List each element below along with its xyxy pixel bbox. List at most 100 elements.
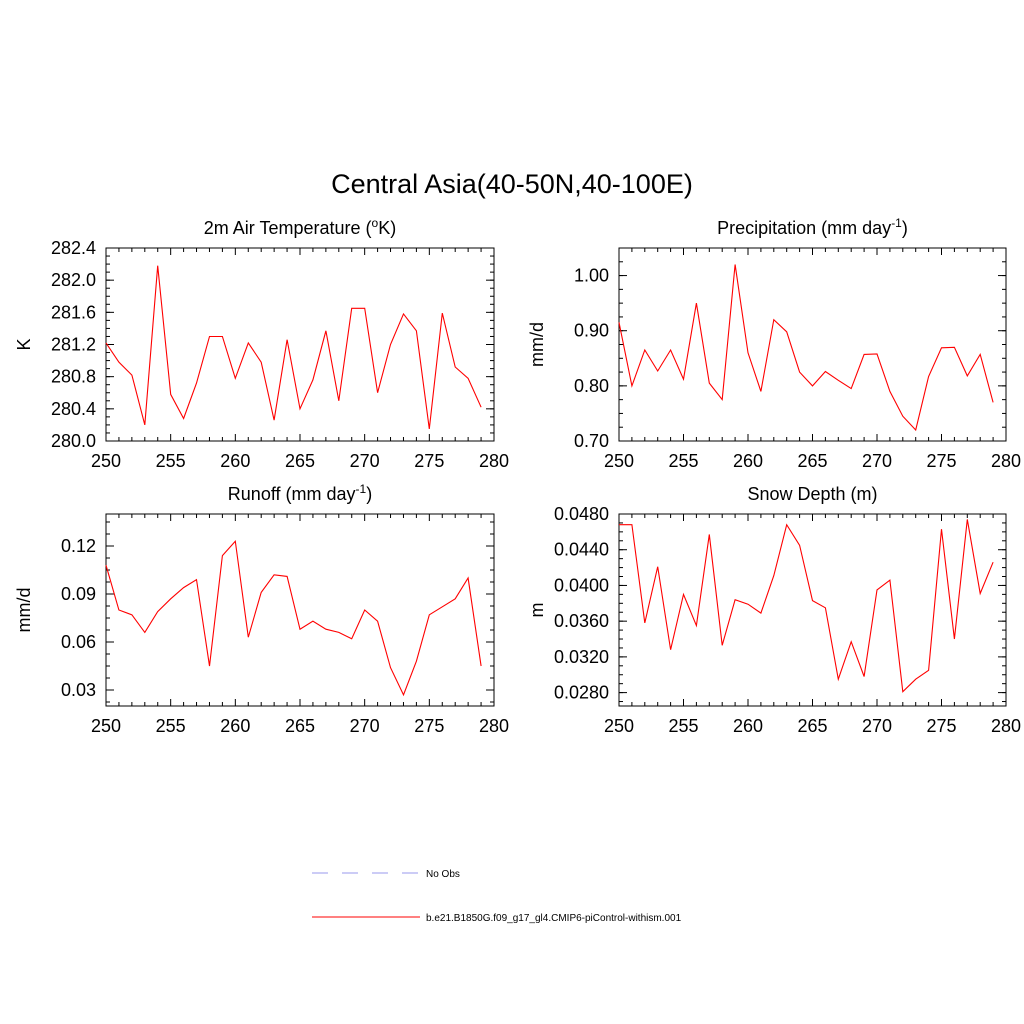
x-tick-label: 265 — [285, 451, 315, 471]
panels: 250 255 260 265 270 275 280 280.0 280.4 280.8 281.… — [14, 216, 1021, 736]
y-axis-label: K — [14, 338, 34, 350]
data-point — [144, 632, 145, 633]
y-tick-label: 0.03 — [61, 680, 96, 700]
legend-entry: b.e21.B1850G.f09_g17_gl4.CMIP6-piControl… — [312, 913, 682, 924]
y-tick-label: 0.0320 — [554, 647, 609, 667]
data-point — [325, 629, 326, 630]
data-point — [915, 679, 916, 680]
data-point — [735, 599, 736, 600]
data-point — [825, 607, 826, 608]
data-point — [274, 419, 275, 420]
panel-precipitation: 250 255 260 265 270 275 280 0.70 0.80 0.90 1.00 Pre… — [527, 216, 1021, 471]
legend: No Obs b.e21.B1850G.f09_g17_gl4.CMIP6-piC… — [312, 869, 682, 924]
panel-runoff: 250 255 260 265 270 275 280 0.03 0.06 0.09 0.12 Run… — [14, 482, 509, 736]
x-tick-label: 255 — [156, 716, 186, 736]
data-point — [657, 370, 658, 371]
y-tick-label: 281.6 — [51, 302, 96, 322]
x-tick-label: 275 — [926, 716, 956, 736]
data-point — [222, 555, 223, 556]
data-point — [644, 622, 645, 623]
data-point — [377, 621, 378, 622]
x-tick-label: 255 — [156, 451, 186, 471]
panel-snow-depth: 250 255 260 265 270 275 280 0.0280 0.0320 0.0360 0… — [527, 484, 1021, 736]
panel-title: Runoff (mm day-1) — [228, 482, 372, 504]
series-line — [105, 265, 482, 429]
y-tick-label: 281.2 — [51, 335, 96, 355]
data-point — [338, 400, 339, 401]
plot-frame — [618, 513, 1007, 707]
x-tick-label: 265 — [797, 451, 827, 471]
data-point — [118, 362, 119, 363]
data-point — [709, 534, 710, 535]
data-point — [105, 342, 106, 343]
panel-title-text: Runoff (mm day — [228, 484, 356, 504]
data-point — [915, 429, 916, 430]
data-point — [812, 385, 813, 386]
y-tick-label: 0.70 — [574, 431, 609, 451]
data-point — [131, 374, 132, 375]
x-tick-label: 255 — [668, 451, 698, 471]
y-tick-label: 282.4 — [51, 238, 96, 258]
data-point — [222, 336, 223, 337]
plot-frame — [105, 247, 495, 442]
data-point — [799, 545, 800, 546]
data-point — [170, 394, 171, 395]
y-tick-label: 282.0 — [51, 270, 96, 290]
data-point — [312, 621, 313, 622]
x-tick-label: 280 — [479, 451, 509, 471]
data-point — [722, 645, 723, 646]
data-point — [786, 331, 787, 332]
data-point — [696, 625, 697, 626]
data-point — [683, 379, 684, 380]
data-point — [889, 391, 890, 392]
panel-title-suffix: ) — [902, 218, 908, 238]
x-tick-label: 260 — [733, 716, 763, 736]
data-point — [747, 604, 748, 605]
x-tick-label: 250 — [604, 716, 634, 736]
data-point — [722, 399, 723, 400]
data-point — [773, 575, 774, 576]
x-tick-label: 270 — [862, 716, 892, 736]
x-tick-label: 275 — [414, 716, 444, 736]
x-tick-label: 275 — [926, 451, 956, 471]
data-point — [735, 264, 736, 265]
y-axis-label: m — [527, 603, 547, 618]
data-point — [455, 366, 456, 367]
data-point — [442, 313, 443, 314]
data-point — [429, 428, 430, 429]
data-point — [760, 613, 761, 614]
data-point — [618, 322, 619, 323]
y-tick-label: 0.09 — [61, 584, 96, 604]
data-point — [941, 529, 942, 530]
panel-title-text: Precipitation (mm day — [717, 218, 891, 238]
data-point — [325, 330, 326, 331]
x-tick-label: 260 — [733, 451, 763, 471]
data-point — [760, 391, 761, 392]
data-point — [248, 342, 249, 343]
data-point — [235, 541, 236, 542]
data-point — [170, 598, 171, 599]
main-title: Central Asia(40-50N,40-100E) — [331, 169, 693, 199]
data-point — [838, 679, 839, 680]
data-point — [683, 594, 684, 595]
data-point — [941, 347, 942, 348]
panel-temperature: 250 255 260 265 270 275 280 280.0 280.4 280.8 281.… — [14, 216, 509, 471]
y-tick-label: 280.8 — [51, 367, 96, 387]
data-point — [390, 667, 391, 668]
data-point — [196, 383, 197, 384]
data-point — [838, 380, 839, 381]
data-point — [416, 661, 417, 662]
data-point — [299, 408, 300, 409]
data-point — [274, 574, 275, 575]
data-point — [157, 265, 158, 266]
data-point — [480, 665, 481, 666]
plot-frame — [105, 513, 495, 707]
x-tick-label: 250 — [604, 451, 634, 471]
y-axis-label: mm/d — [527, 322, 547, 367]
legend-entry: No Obs — [312, 869, 460, 880]
data-point — [286, 576, 287, 577]
data-point — [864, 676, 865, 677]
data-point — [967, 519, 968, 520]
data-point — [864, 354, 865, 355]
x-tick-label: 280 — [991, 716, 1021, 736]
